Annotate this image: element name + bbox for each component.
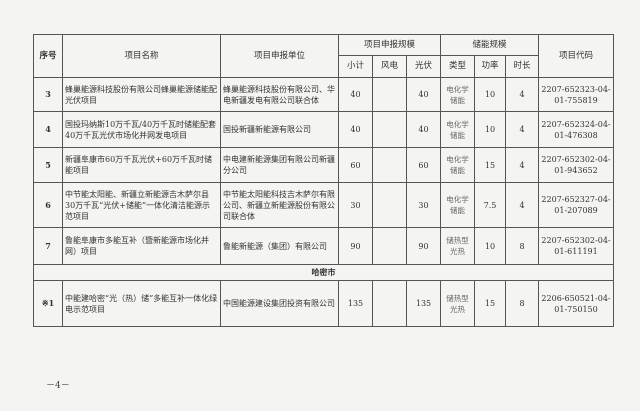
header-seq: 序号 xyxy=(33,34,63,78)
cell-power: 10 xyxy=(474,77,506,112)
cell-seq: 4 xyxy=(33,111,63,148)
section-title: 哈密市 xyxy=(32,264,615,281)
cell-seq: 6 xyxy=(33,182,63,228)
section-row: 哈密市 xyxy=(32,264,615,281)
cell-code: 2207-652302-04-01-611191 xyxy=(538,227,615,265)
cell-unit: 中电建新能源集团有限公司新疆分公司 xyxy=(220,147,339,183)
header-pv: 光伏 xyxy=(406,55,441,78)
cell-pv: 90 xyxy=(406,227,441,265)
header-type: 类型 xyxy=(440,55,475,78)
cell-wind xyxy=(372,280,407,327)
cell-name: 蜂巢能源科技股份有限公司蜂巢能源储能配光伏项目 xyxy=(62,77,221,112)
cell-power: 10 xyxy=(474,111,506,148)
cell-code: 2207-652302-04-01-943652 xyxy=(538,147,615,183)
table-row: 6 中节能太阳能、新疆立新能源吉木萨尔县30万千瓦“光伏+储能”一体化清洁能源示范… xyxy=(33,182,615,228)
cell-subtotal: 90 xyxy=(338,227,373,265)
cell-power: 10 xyxy=(474,227,506,265)
cell-duration: 4 xyxy=(504,77,540,112)
cell-subtotal: 135 xyxy=(338,280,373,327)
cell-pv: 40 xyxy=(406,77,441,112)
cell-subtotal: 60 xyxy=(338,147,373,183)
cell-type: 储热型光热 xyxy=(440,227,475,265)
cell-pv: 135 xyxy=(406,280,441,327)
cell-wind xyxy=(372,111,407,148)
header-name: 项目名称 xyxy=(62,34,221,78)
cell-unit: 蜂巢能源科技股份有限公司、华电新疆发电有限公司联合体 xyxy=(220,77,339,112)
cell-subtotal: 40 xyxy=(338,111,373,148)
cell-wind xyxy=(372,227,407,265)
cell-power: 15 xyxy=(474,147,506,183)
table-row: 7 鲁能阜康市多能互补（暨新能源市场化并网）项目 鲁能新能源（集团）有限公司 90 90… xyxy=(33,227,615,265)
table-row: 3 蜂巢能源科技股份有限公司蜂巢能源储能配光伏项目 蜂巢能源科技股份有限公司、华电新… xyxy=(33,77,615,112)
header-storage: 储能规模 xyxy=(439,34,540,56)
cell-subtotal: 30 xyxy=(338,182,373,228)
cell-name: 国投玛纳斯10万千瓦/40万千瓦时储能配套40万千瓦光伏市场化并网发电项目 xyxy=(62,111,221,148)
cell-seq: 5 xyxy=(33,147,63,183)
header-subtotal: 小计 xyxy=(338,55,373,78)
cell-seq: ※1 xyxy=(33,280,63,327)
cell-pv: 30 xyxy=(406,182,441,228)
header-duration: 时长 xyxy=(504,55,540,78)
cell-type: 电化学储能 xyxy=(440,111,475,148)
header-unit: 项目申报单位 xyxy=(220,34,339,78)
cell-pv: 60 xyxy=(406,147,441,183)
header-power: 功率 xyxy=(474,55,506,78)
cell-type: 电化学储能 xyxy=(440,147,475,183)
cell-code: 2207-652327-04-01-207089 xyxy=(538,182,615,228)
cell-wind xyxy=(372,77,407,112)
cell-power: 15 xyxy=(474,280,506,327)
cell-pv: 40 xyxy=(406,111,441,148)
cell-type: 电化学储能 xyxy=(440,77,475,112)
cell-unit: 鲁能新能源（集团）有限公司 xyxy=(220,227,339,265)
header-scale: 项目申报规模 xyxy=(338,34,441,56)
cell-code: 2207-652324-04-01-476308 xyxy=(538,111,615,148)
cell-seq: 3 xyxy=(33,77,63,112)
header-wind: 风电 xyxy=(372,55,407,78)
header-code: 项目代码 xyxy=(538,34,615,78)
table-row: ※1 中能建哈密“光（热）储”多能互补一体化绿电示范项目 中国能源建设集团投资有限公… xyxy=(33,280,615,327)
cell-unit: 中节能太阳能科技吉木萨尔有限公司、新疆立新能源股份有限公司联合体 xyxy=(220,182,339,228)
cell-name: 新疆阜康市60万千瓦光伏+60万千瓦时储能项目 xyxy=(62,147,221,183)
project-table: 序号 项目名称 项目申报单位 项目申报规模 储能规模 项目代码 小计 风电 光伏… xyxy=(32,34,615,327)
cell-name: 中能建哈密“光（热）储”多能互补一体化绿电示范项目 xyxy=(62,280,221,327)
page-number: －4－ xyxy=(46,381,70,391)
cell-power: 7.5 xyxy=(474,182,506,228)
table-row: 5 新疆阜康市60万千瓦光伏+60万千瓦时储能项目 中电建新能源集团有限公司新疆分公… xyxy=(33,147,615,183)
cell-type: 储热型光热 xyxy=(440,280,475,327)
cell-duration: 4 xyxy=(504,111,540,148)
cell-name: 鲁能阜康市多能互补（暨新能源市场化并网）项目 xyxy=(62,227,221,265)
cell-duration: 8 xyxy=(504,280,540,327)
cell-wind xyxy=(372,182,407,228)
cell-duration: 8 xyxy=(504,227,540,265)
cell-code: 2206-650521-04-01-750150 xyxy=(538,280,615,327)
table-row: 4 国投玛纳斯10万千瓦/40万千瓦时储能配套40万千瓦光伏市场化并网发电项目 国投… xyxy=(33,111,615,148)
cell-seq: 7 xyxy=(33,227,63,265)
cell-name: 中节能太阳能、新疆立新能源吉木萨尔县30万千瓦“光伏+储能”一体化清洁能源示范项… xyxy=(62,182,221,228)
cell-unit: 国投新疆新能源有限公司 xyxy=(220,111,339,148)
cell-type: 电化学储能 xyxy=(440,182,475,228)
cell-duration: 4 xyxy=(504,182,540,228)
cell-wind xyxy=(372,147,407,183)
cell-subtotal: 40 xyxy=(338,77,373,112)
cell-code: 2207-652323-04-01-755819 xyxy=(538,77,615,112)
cell-unit: 中国能源建设集团投资有限公司 xyxy=(220,280,339,327)
cell-duration: 4 xyxy=(504,147,540,183)
